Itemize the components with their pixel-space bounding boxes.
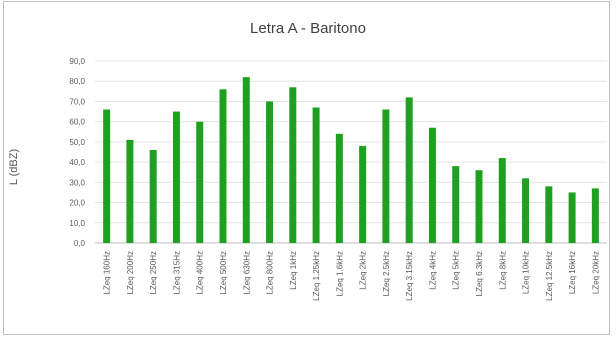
bar bbox=[405, 97, 413, 244]
bar bbox=[242, 77, 250, 243]
x-tick-label: LZeq 3.15kHz bbox=[405, 251, 414, 301]
x-tick-label: LZeq 2kHz bbox=[359, 251, 368, 290]
bar bbox=[545, 186, 553, 243]
y-tick-label: 60,0 bbox=[69, 118, 85, 127]
bar bbox=[498, 158, 506, 243]
bar bbox=[568, 192, 576, 243]
x-tick-label: LZeq 20kHz bbox=[591, 251, 600, 294]
bar bbox=[359, 145, 367, 243]
bar bbox=[428, 127, 436, 243]
bar bbox=[103, 109, 111, 244]
y-tick-label: 40,0 bbox=[69, 158, 85, 167]
bar bbox=[149, 149, 157, 243]
x-tick-label: LZeq 630Hz bbox=[242, 251, 251, 295]
bar bbox=[335, 133, 343, 243]
y-tick-label: 50,0 bbox=[69, 138, 85, 147]
bars bbox=[103, 77, 599, 244]
x-tick-label: LZeq 5kHz bbox=[452, 251, 461, 290]
gridlines bbox=[95, 60, 607, 244]
bar bbox=[452, 166, 460, 243]
x-tick-label: LZeq 1.25kHz bbox=[312, 251, 321, 301]
x-tick-label: LZeq 4kHz bbox=[428, 251, 437, 290]
bar bbox=[475, 170, 483, 243]
x-tick-label: LZeq 1kHz bbox=[289, 251, 298, 290]
x-tick-label: LZeq 6.3kHz bbox=[475, 251, 484, 296]
bar bbox=[382, 109, 390, 244]
y-tick-label: 0,0 bbox=[74, 239, 86, 248]
x-tick-label: LZeq 500Hz bbox=[219, 251, 228, 295]
x-tick-label: LZeq 400Hz bbox=[196, 251, 205, 295]
y-tick-label: 90,0 bbox=[69, 57, 85, 66]
y-tick-label: 80,0 bbox=[69, 77, 85, 86]
x-axis-ticks: LZeq 160Hz LZeq 200Hz LZeq 250Hz LZeq 315Hz… bbox=[103, 251, 601, 301]
bar bbox=[172, 111, 180, 243]
y-tick-label: 30,0 bbox=[69, 178, 85, 187]
x-tick-label: LZeq 315Hz bbox=[172, 251, 181, 295]
x-tick-label: LZeq 250Hz bbox=[149, 251, 158, 295]
y-axis-ticks: 0,0 10,0 20,0 30,0 40,0 50,0 60,0 70,0 80,0 90,0 bbox=[69, 57, 85, 248]
bar bbox=[126, 139, 134, 243]
y-tick-label: 20,0 bbox=[69, 199, 85, 208]
bar bbox=[522, 178, 530, 243]
x-tick-label: LZeq 2.5kHz bbox=[382, 251, 391, 296]
bar bbox=[196, 121, 204, 243]
chart-title: Letra A - Baritono bbox=[250, 20, 366, 37]
x-tick-label: LZeq 12.5kHz bbox=[545, 251, 554, 301]
x-tick-label: LZeq 160Hz bbox=[103, 251, 112, 295]
bar bbox=[591, 188, 599, 243]
x-tick-label: LZeq 800Hz bbox=[266, 251, 275, 295]
x-tick-label: LZeq 10kHz bbox=[522, 251, 531, 294]
bar bbox=[219, 89, 227, 243]
x-tick-label: LZeq 8kHz bbox=[498, 251, 507, 290]
bar bbox=[289, 87, 297, 244]
y-tick-label: 70,0 bbox=[69, 97, 85, 106]
x-tick-label: LZeq 200Hz bbox=[126, 251, 135, 295]
x-tick-label: LZeq 16kHz bbox=[568, 251, 577, 294]
y-tick-label: 10,0 bbox=[69, 219, 85, 228]
bar bbox=[312, 107, 320, 243]
x-tick-label: LZeq 1.6kHz bbox=[335, 251, 344, 296]
bar bbox=[266, 101, 274, 243]
